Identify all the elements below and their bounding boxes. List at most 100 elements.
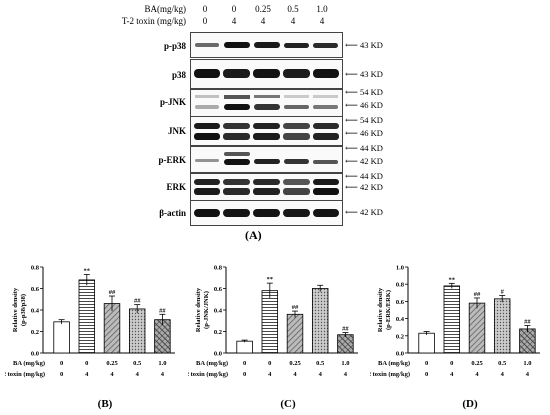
- ba-value-label: 0: [425, 360, 428, 367]
- blot-label-erk: ERK: [166, 182, 186, 192]
- significance-label: #: [501, 288, 505, 295]
- bar: [337, 334, 354, 354]
- blot-p-jnk: [190, 89, 343, 117]
- significance-label: ##: [342, 326, 349, 333]
- y-tick-label: 0.0: [396, 351, 404, 358]
- kd-marker: ⟵ 46 KD: [345, 100, 383, 110]
- ba-header-label: BA(mg/kg): [144, 4, 187, 14]
- t2-header-label: T-2 toxin (mg/kg): [121, 16, 186, 26]
- kd-marker: ⟵ 54 KD: [345, 115, 383, 125]
- blot-beta-actin: [190, 200, 343, 226]
- ba-value-label: 0.25: [106, 360, 118, 367]
- y-tick-label: 0.8: [396, 282, 405, 289]
- ba-row-label: BA (mg/kg): [13, 360, 45, 367]
- y-axis-label: Relative density (p-JNK/JNK): [195, 287, 210, 332]
- blot-label-p38: p38: [171, 70, 186, 80]
- ba-header-value: 0.5: [287, 4, 299, 14]
- bar: [493, 298, 511, 354]
- kd-marker: ⟵ 44 KD: [345, 171, 383, 181]
- y-tick-label: 0.6: [396, 299, 405, 306]
- bar: [128, 308, 146, 354]
- bar: [418, 332, 435, 354]
- y-tick-label: 1.0: [396, 265, 404, 272]
- t2-value-label: 4: [501, 371, 505, 378]
- y-tick-label: 0.8: [31, 265, 40, 272]
- blot-image-p-jnk: [195, 95, 338, 110]
- significance-label: ##: [524, 318, 531, 325]
- y-tick-label: 0.6: [214, 286, 223, 293]
- chart-d: 0.0 0.2 0.4 0.6 0.8 1.0 Relative density (p-ERK…: [370, 265, 540, 410]
- significance-label: **: [449, 276, 456, 283]
- t2-value-label: 0: [60, 371, 63, 378]
- ba-value-label: 0.25: [471, 360, 483, 367]
- blot-label-p-erk: p-ERK: [158, 155, 186, 165]
- ba-row-label: BA (mg/kg): [196, 360, 228, 367]
- t2-value-label: 4: [161, 371, 165, 378]
- bar: [53, 321, 70, 354]
- y-tick-label: 0.4: [31, 308, 40, 315]
- t2-value-label: 4: [526, 371, 530, 378]
- panel-label: (C): [280, 398, 296, 410]
- ba-row-label: BA (mg/kg): [378, 360, 410, 367]
- blot-image-beta-actin: [194, 209, 339, 217]
- kd-marker: ⟵ 42 KD: [345, 182, 383, 192]
- y-axis-label-line: Relative density: [377, 287, 384, 332]
- blot-image-erk: [194, 179, 339, 195]
- ba-value-label: 1.0: [523, 360, 531, 367]
- y-axis-label-line: Relative density: [12, 287, 19, 332]
- y-tick-label: 0.6: [31, 286, 40, 293]
- blot-image-p-erk: [195, 152, 338, 165]
- bar: [286, 313, 304, 354]
- significance-label: ##: [134, 298, 141, 305]
- t2-header-row: T-2 toxin (mg/kg) 0 4 4 4 4: [0, 16, 550, 27]
- bar: [311, 288, 329, 354]
- blot-image-p-p38: [195, 42, 338, 48]
- significance-label: ##: [109, 289, 116, 296]
- blot-label-p-p38: p-p38: [163, 41, 186, 51]
- panel-label: (B): [98, 398, 113, 410]
- blot-label-jnk: JNK: [168, 126, 186, 136]
- t2-header-value: 4: [231, 16, 237, 26]
- y-axis-label-line: (p-ERK/ERK): [385, 290, 392, 330]
- ba-header-row: BA(mg/kg) 0 0 0.25 0.5 1.0: [0, 4, 550, 15]
- t2-header-value: 4: [290, 16, 296, 26]
- blot-p-p38: [190, 32, 343, 58]
- blot-p-erk: [190, 146, 343, 173]
- ba-value-label: 0: [268, 360, 271, 367]
- t2-row-label: T-2 toxin (mg/kg): [188, 371, 228, 378]
- blot-image-jnk: [194, 123, 339, 140]
- y-axis-label-line: (p-JNK/JNK): [203, 291, 210, 329]
- blot-p38: [190, 59, 343, 89]
- bar: [519, 328, 536, 354]
- ba-header-value: 0: [231, 4, 237, 14]
- t2-value-label: 0: [243, 371, 246, 378]
- y-tick-label: 0.2: [214, 329, 222, 336]
- blot-erk: [190, 173, 343, 201]
- significance-label: ##: [159, 307, 166, 314]
- blot-image-p38: [194, 69, 339, 78]
- y-tick-label: 0.0: [214, 351, 222, 358]
- ba-value-label: 0.5: [133, 360, 142, 367]
- kd-marker: ⟵ 42 KD: [345, 207, 383, 217]
- bar: [236, 340, 253, 354]
- ba-value-label: 1.0: [341, 360, 349, 367]
- y-tick-label: 0.4: [214, 308, 223, 315]
- t2-value-label: 4: [344, 371, 348, 378]
- ba-header-value: 0: [202, 4, 208, 14]
- ba-value-label: 0: [85, 360, 88, 367]
- bar: [468, 302, 486, 354]
- t2-value-label: 4: [136, 371, 140, 378]
- blot-jnk: [190, 116, 343, 146]
- ba-value-label: 0.5: [498, 360, 507, 367]
- significance-label: ##: [292, 304, 299, 311]
- y-tick-label: 0.2: [31, 329, 39, 336]
- t2-header-value: 4: [260, 16, 266, 26]
- significance-label: **: [84, 268, 91, 275]
- t2-value-label: 4: [293, 371, 297, 378]
- bar: [443, 285, 461, 354]
- t2-value-label: 4: [450, 371, 454, 378]
- t2-value-label: 4: [475, 371, 479, 378]
- t2-header-value: 0: [202, 16, 208, 26]
- y-axis-label-line: (p-p38/p38): [20, 294, 27, 326]
- t2-value-label: 4: [85, 371, 89, 378]
